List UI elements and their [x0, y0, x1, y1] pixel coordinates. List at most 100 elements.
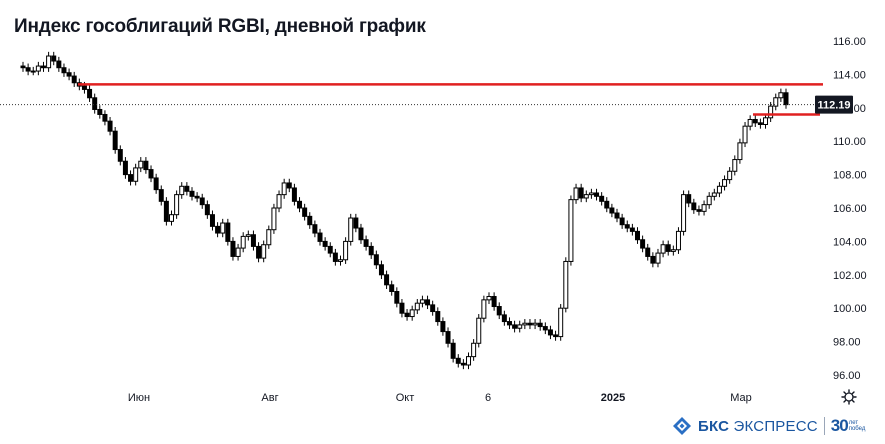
candle-down	[71, 75, 77, 84]
last-price-marker: 112.19	[0, 95, 853, 114]
candle-up	[235, 247, 241, 257]
x-tick-label: Мар	[730, 392, 752, 404]
x-tick-label: 2025	[601, 392, 625, 404]
candle-down	[322, 240, 328, 247]
candle-down	[389, 284, 395, 293]
candle-up	[563, 260, 569, 309]
candle-down	[665, 244, 671, 252]
candle-down	[629, 227, 635, 232]
candle-down	[547, 329, 553, 336]
candle-up	[271, 207, 277, 231]
candle-down	[204, 204, 210, 216]
candle-down	[122, 160, 128, 176]
candle-up	[681, 194, 687, 232]
candle-down	[66, 72, 72, 77]
candle-up	[706, 195, 712, 206]
bks-logo-icon	[673, 417, 691, 435]
candle-down	[640, 239, 646, 249]
candle-up	[532, 322, 538, 326]
candle-down	[297, 200, 303, 209]
candle-down	[696, 209, 702, 212]
candle-up	[348, 217, 354, 242]
candle-down	[20, 65, 26, 69]
candle-up	[778, 92, 784, 99]
candle-up	[583, 194, 589, 199]
candle-down	[757, 122, 763, 126]
candle-down	[604, 200, 610, 209]
candle-up	[220, 222, 226, 234]
candle-up	[476, 317, 482, 344]
candle-down	[430, 304, 436, 313]
candle-down	[327, 245, 333, 254]
candles-layer	[20, 51, 789, 370]
candle-up	[179, 185, 185, 196]
candle-up	[763, 117, 769, 125]
y-tick-label: 102.00	[833, 270, 867, 282]
candle-down	[184, 185, 190, 192]
candle-down	[102, 113, 108, 122]
candle-up	[276, 194, 282, 209]
candle-down	[619, 217, 625, 226]
candle-up	[588, 192, 594, 196]
candle-up	[727, 170, 733, 181]
candle-up	[281, 182, 287, 196]
candle-up	[486, 296, 492, 301]
candle-down	[107, 120, 113, 132]
candle-up	[138, 160, 144, 169]
candle-down	[455, 357, 461, 364]
y-tick-label: 104.00	[833, 236, 867, 248]
candle-down	[496, 306, 502, 316]
candle-down	[25, 67, 31, 72]
candle-up	[169, 214, 175, 222]
gear-icon[interactable]	[841, 389, 857, 405]
candle-up	[133, 167, 139, 182]
candle-down	[491, 296, 497, 308]
candle-down	[506, 321, 512, 326]
last-price-label: 112.19	[817, 100, 850, 112]
candle-up	[409, 309, 415, 318]
y-tick-label: 108.00	[833, 170, 867, 182]
candle-down	[40, 65, 46, 69]
candle-up	[240, 235, 246, 249]
candle-down	[501, 314, 507, 323]
anniversary-caption: лет побед	[848, 420, 866, 432]
candle-down	[61, 67, 67, 74]
candle-down	[363, 239, 369, 247]
candle-up	[517, 324, 523, 329]
candle-up	[722, 179, 728, 187]
candle-up	[655, 252, 661, 264]
candle-down	[609, 207, 615, 214]
candle-down	[143, 160, 149, 171]
candle-up	[716, 185, 722, 194]
candle-down	[425, 299, 431, 306]
candle-down	[112, 130, 118, 151]
candle-down	[163, 200, 169, 222]
candle-down	[460, 362, 466, 366]
candle-down	[250, 234, 256, 247]
candle-down	[256, 245, 262, 259]
candle-down	[512, 324, 518, 329]
candle-down	[291, 187, 297, 202]
candle-down	[230, 240, 236, 257]
candle-down	[332, 252, 338, 262]
candle-down	[542, 326, 548, 331]
candle-down	[128, 174, 134, 182]
candle-up	[35, 65, 41, 72]
candle-down	[614, 212, 620, 219]
candle-down	[225, 222, 231, 242]
candle-down	[624, 224, 630, 229]
candle-down	[209, 214, 215, 227]
candle-down	[307, 215, 313, 226]
candle-up	[481, 299, 487, 319]
candle-up	[337, 259, 343, 262]
candle-down	[378, 264, 384, 276]
candle-down	[553, 334, 559, 338]
y-tick-label: 106.00	[833, 203, 867, 215]
candle-down	[199, 197, 205, 206]
candle-up	[414, 302, 420, 311]
candle-down	[634, 230, 640, 241]
candle-down	[358, 227, 364, 241]
candle-down	[302, 207, 308, 217]
candle-down	[691, 202, 697, 211]
